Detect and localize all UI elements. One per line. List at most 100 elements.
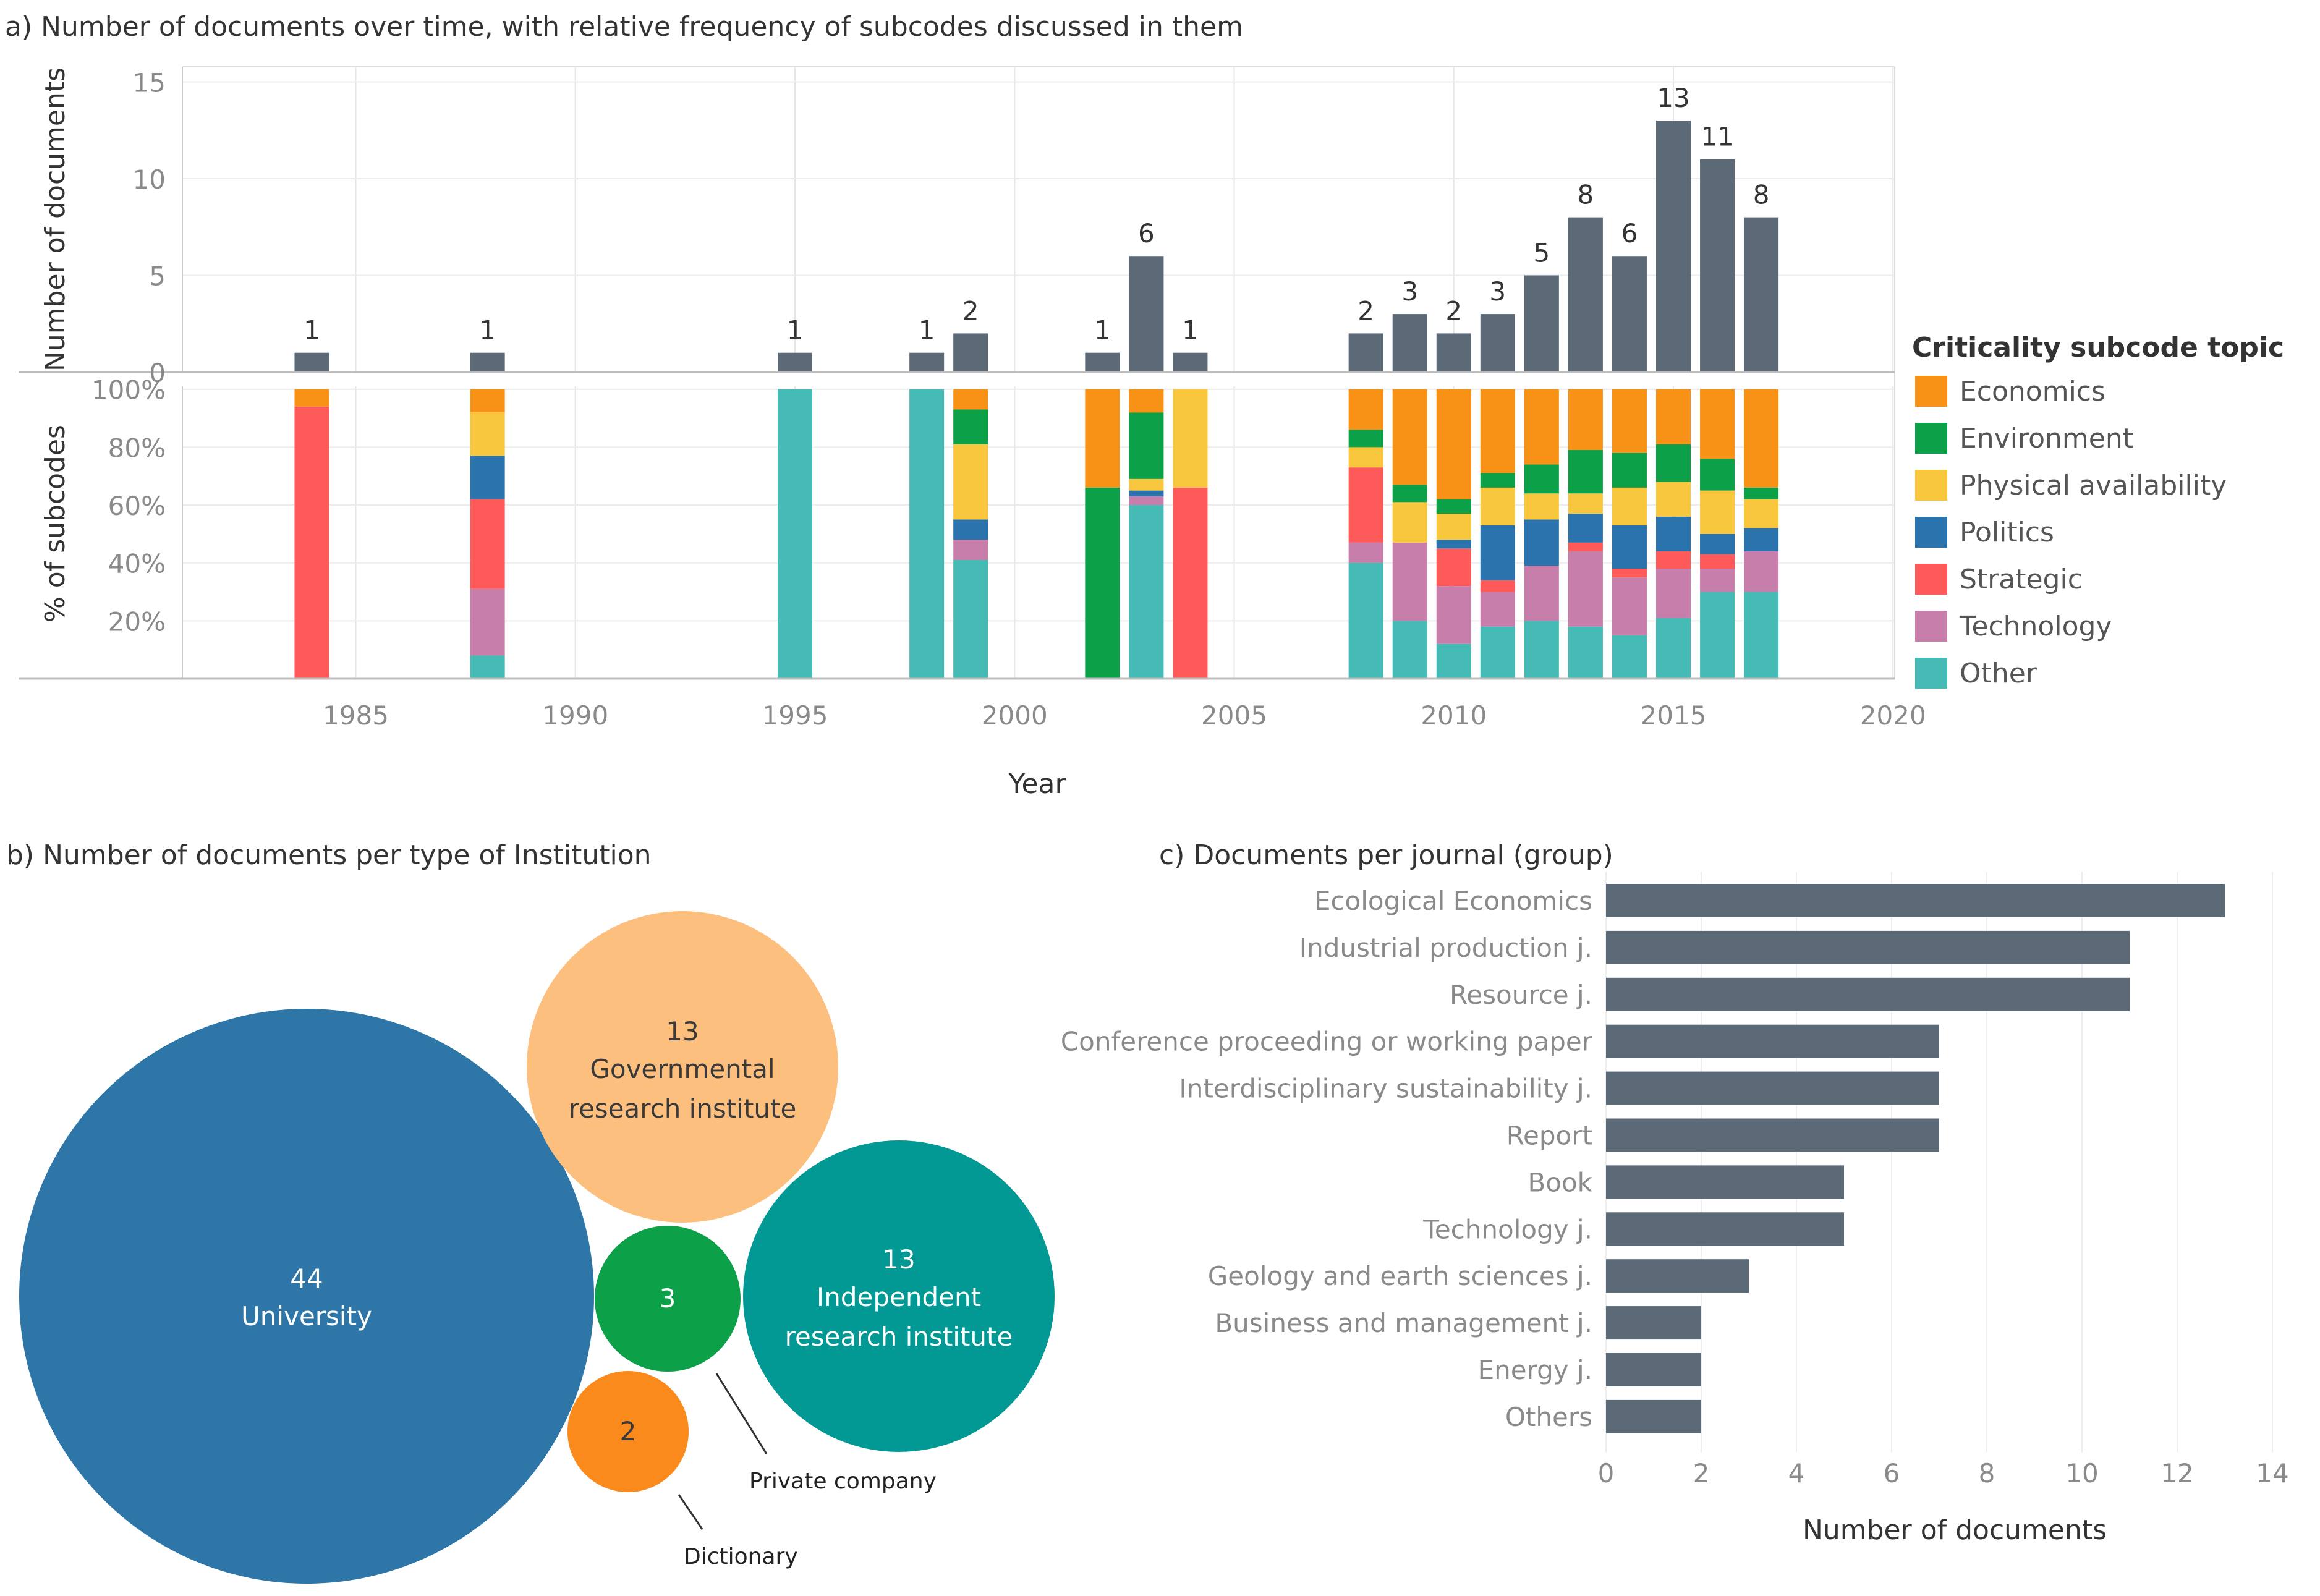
stack-segment-other [1656, 618, 1691, 679]
journal-category-label: Interdisciplinary sustainability j. [1179, 1074, 1592, 1104]
count-label: 6 [1621, 218, 1638, 248]
stack-segment-politics [1524, 519, 1559, 566]
c-x-tick-label: 6 [1884, 1458, 1900, 1488]
legend-swatch-strategic [1915, 564, 1947, 595]
bubble-private-company [595, 1226, 741, 1372]
count-label: 1 [304, 315, 320, 346]
panel-a-count-bars [294, 121, 1779, 372]
count-bar [1348, 333, 1383, 372]
top-y-tick-label: 10 [133, 164, 166, 195]
bottom-y-tick-label: 40% [108, 549, 166, 579]
count-bar [1744, 217, 1779, 372]
legend-label-environment: Environment [1960, 423, 2133, 454]
count-bar [778, 352, 812, 372]
stack-segment-strategic [1348, 467, 1383, 543]
stack-segment-other [1700, 592, 1735, 679]
legend-swatch-technology [1915, 611, 1947, 642]
stack-segment-physical-availability [470, 412, 505, 456]
stack-segment-economics [1700, 389, 1735, 459]
stack-segment-environment [1348, 430, 1383, 448]
stack-segment-technology [1656, 569, 1691, 618]
journal-bar [1606, 930, 2130, 964]
bubble-dictionary-value: 2 [620, 1416, 637, 1446]
stack-segment-other [1129, 505, 1164, 679]
stack-segment-other [778, 389, 812, 679]
count-label: 1 [1094, 315, 1111, 346]
journal-bar [1606, 884, 2225, 917]
stack-segment-politics [1612, 525, 1647, 569]
count-bar [1700, 159, 1735, 372]
journal-bar [1606, 1165, 1844, 1199]
panel-c-x-ticks: 0 2 4 6 8 10 12 14 [1598, 1458, 2289, 1488]
count-bar [1612, 256, 1647, 372]
x-tick-label: 1990 [542, 700, 608, 731]
bottom-y-tick-label: 60% [108, 491, 166, 521]
legend-label-other: Other [1960, 658, 2037, 689]
journal-category-label: Book [1528, 1167, 1592, 1197]
stack-segment-economics [1480, 389, 1515, 473]
stack-segment-other [1612, 635, 1647, 679]
stack-segment-politics [1480, 525, 1515, 580]
c-x-tick-label: 12 [2161, 1458, 2193, 1488]
legend-label-economics: Economics [1960, 376, 2105, 407]
count-label: 3 [1401, 276, 1418, 307]
legend-swatch-other [1915, 658, 1947, 689]
stack-segment-environment [1129, 412, 1164, 479]
x-tick-label: 1995 [762, 700, 828, 731]
x-tick-label: 2000 [982, 700, 1048, 731]
stack-segment-other [1524, 621, 1559, 679]
count-bar [470, 352, 505, 372]
stack-segment-physical-availability [1568, 493, 1603, 514]
stack-segment-other [1480, 626, 1515, 679]
stack-segment-technology [1392, 542, 1427, 621]
x-tick-label: 2005 [1201, 700, 1267, 731]
c-x-tick-label: 14 [2256, 1458, 2288, 1488]
journal-category-label: Industrial production j. [1299, 933, 1592, 963]
label-line: Governmental [590, 1054, 775, 1084]
dictionary-leader-line [678, 1494, 703, 1530]
count-bar [1392, 314, 1427, 372]
c-x-tick-label: 4 [1788, 1458, 1805, 1488]
stack-segment-physical-availability [953, 444, 988, 520]
journal-category-label: Report [1506, 1121, 1592, 1151]
stack-segment-strategic [470, 499, 505, 589]
journal-category-label: Resource j. [1450, 980, 1592, 1010]
legend-title: Criticality subcode topic [1912, 332, 2284, 363]
legend-label-physical-availability: Physical availability [1960, 470, 2227, 501]
c-x-tick-label: 8 [1979, 1458, 1995, 1488]
journal-category-label: Others [1505, 1402, 1592, 1432]
bubble-dictionary [567, 1371, 689, 1492]
stack-segment-economics [1085, 389, 1120, 488]
stack-segment-strategic [1436, 548, 1471, 587]
panel-a-legend: Criticality subcode topic Economics Envir… [1912, 332, 2284, 689]
journal-bar [1606, 1024, 1939, 1058]
panel-a-timeline-chart: a) Number of documents over time, with r… [5, 11, 2284, 800]
stack-segment-economics [1392, 389, 1427, 485]
top-y-tick-label: 0 [149, 358, 166, 388]
stack-segment-politics [1436, 540, 1471, 549]
count-bar [909, 352, 945, 372]
stack-segment-economics [294, 389, 329, 407]
bottom-y-tick-label: 20% [108, 606, 166, 637]
stack-segment-environment [1744, 487, 1779, 499]
count-label: 11 [1701, 122, 1733, 152]
journal-bar [1606, 1212, 1844, 1246]
stack-segment-politics [1656, 516, 1691, 551]
journal-category-label: Technology j. [1422, 1214, 1592, 1244]
stack-segment-strategic [294, 406, 329, 679]
stack-segment-other [1392, 621, 1427, 679]
x-tick-label: 2015 [1641, 700, 1707, 731]
stack-segment-economics [1436, 389, 1471, 499]
bubble-university-value: 44 [290, 1263, 323, 1294]
journal-bar [1606, 1399, 1701, 1433]
stack-segment-politics [1744, 528, 1779, 551]
c-x-tick-label: 2 [1693, 1458, 1710, 1488]
count-label: 3 [1489, 276, 1506, 307]
stack-segment-other [1436, 643, 1471, 679]
stack-segment-other [470, 655, 505, 679]
top-y-tick-label: 15 [133, 68, 166, 98]
stack-segment-strategic [1612, 569, 1647, 578]
stack-segment-other [1348, 562, 1383, 679]
